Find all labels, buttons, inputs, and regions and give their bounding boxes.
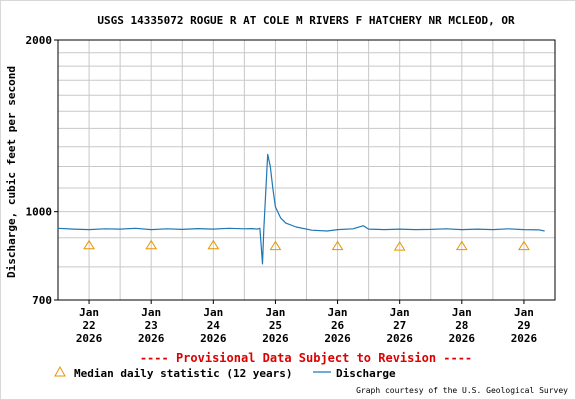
x-tick-label: 28: [455, 319, 468, 332]
x-tick-label: Jan: [328, 306, 348, 319]
credit-text: Graph courtesy of the U.S. Geological Su…: [356, 386, 568, 395]
y-axis: 2000 1000 700: [26, 34, 58, 307]
discharge-line: [57, 153, 545, 265]
x-tick-label: 24: [207, 319, 221, 332]
x-tick-label: 2026: [449, 332, 476, 345]
x-tick-label: 26: [331, 319, 345, 332]
median-marker: [269, 240, 282, 251]
x-tick-label: 2026: [200, 332, 227, 345]
x-tick-label: 2026: [386, 332, 413, 345]
x-tick-label: 23: [145, 319, 158, 332]
x-tick-label: 2026: [511, 332, 538, 345]
x-tick-label: Jan: [514, 306, 534, 319]
x-tick-label: 2026: [324, 332, 351, 345]
y-axis-label: Discharge, cubic feet per second: [5, 66, 18, 278]
median-marker: [393, 241, 406, 251]
x-tick-label: Jan: [79, 306, 99, 319]
x-tick-label: 2026: [262, 332, 289, 345]
x-tick-label: Jan: [141, 306, 161, 319]
x-axis: Jan222026Jan232026Jan242026Jan252026Jan2…: [76, 300, 538, 345]
legend-discharge-label: Discharge: [336, 367, 396, 380]
plot-area: [57, 39, 556, 301]
x-tick-label: Jan: [266, 306, 286, 319]
x-tick-label: 29: [517, 319, 530, 332]
x-tick-label: 2026: [76, 332, 103, 345]
x-tick-label: Jan: [390, 306, 410, 319]
median-marker: [145, 239, 158, 250]
legend: Median daily statistic (12 years) Discha…: [54, 365, 396, 380]
provisional-notice: ---- Provisional Data Subject to Revisio…: [140, 351, 472, 365]
x-tick-label: Jan: [452, 306, 472, 319]
x-tick-label: 22: [82, 319, 95, 332]
median-marker: [455, 240, 468, 251]
x-tick-label: 27: [393, 319, 406, 332]
series-layer: [57, 153, 545, 265]
median-marker: [83, 239, 95, 250]
legend-median-label: Median daily statistic (12 years): [74, 367, 293, 380]
x-tick-label: 2026: [138, 332, 165, 345]
y-tick-label: 1000: [26, 206, 53, 219]
grid-lines: [58, 40, 555, 300]
legend-median-marker: [54, 365, 66, 377]
median-marker: [518, 240, 530, 251]
x-tick-label: 25: [269, 319, 282, 332]
chart-title: USGS 14335072 ROGUE R AT COLE M RIVERS F…: [97, 14, 515, 27]
x-tick-label: Jan: [203, 306, 223, 319]
median-marker: [331, 240, 344, 251]
y-tick-label: 700: [32, 294, 52, 307]
median-marker: [207, 239, 220, 250]
y-tick-label: 2000: [26, 34, 53, 47]
